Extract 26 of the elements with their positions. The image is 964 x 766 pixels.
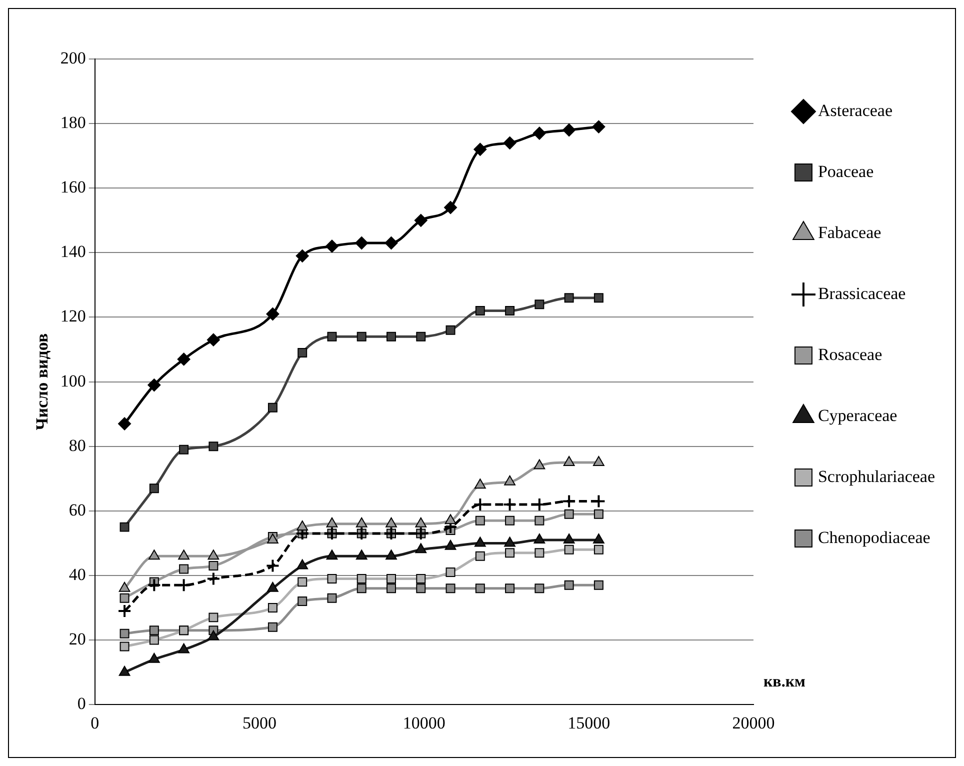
y-tick-label: 120 <box>60 306 86 326</box>
y-tick-label: 20 <box>68 630 86 649</box>
y-tick-label: 0 <box>77 694 86 714</box>
legend-label: Asteraceae <box>818 100 893 120</box>
legend-label: Brassicaceae <box>818 284 906 303</box>
x-tick-label: 5000 <box>242 713 277 732</box>
y-tick-label: 100 <box>60 371 86 390</box>
legend-label: Rosaceae <box>818 344 882 364</box>
x-axis-title: кв.км <box>763 674 806 691</box>
y-tick-label: 180 <box>60 113 86 132</box>
x-tick-label: 0 <box>90 713 100 732</box>
legend-label: Fabaceae <box>818 222 882 242</box>
x-tick-label: 10000 <box>402 713 446 732</box>
legend-label: Scrophulariaceae <box>818 466 936 486</box>
legend-label: Cyperaceae <box>818 406 898 425</box>
y-axis-title: Число видов <box>32 333 52 430</box>
y-tick-label: 200 <box>60 48 86 68</box>
y-tick-label: 80 <box>68 436 86 455</box>
y-tick-label: 60 <box>68 500 86 520</box>
legend-label: Chenopodiaceae <box>818 528 930 547</box>
legend-label: Poaceae <box>818 162 874 181</box>
y-tick-label: 140 <box>60 242 86 262</box>
y-tick-label: 40 <box>68 564 86 584</box>
x-tick-label: 20000 <box>732 713 775 732</box>
x-tick-label: 15000 <box>568 713 610 732</box>
y-tick-label: 160 <box>60 178 86 197</box>
